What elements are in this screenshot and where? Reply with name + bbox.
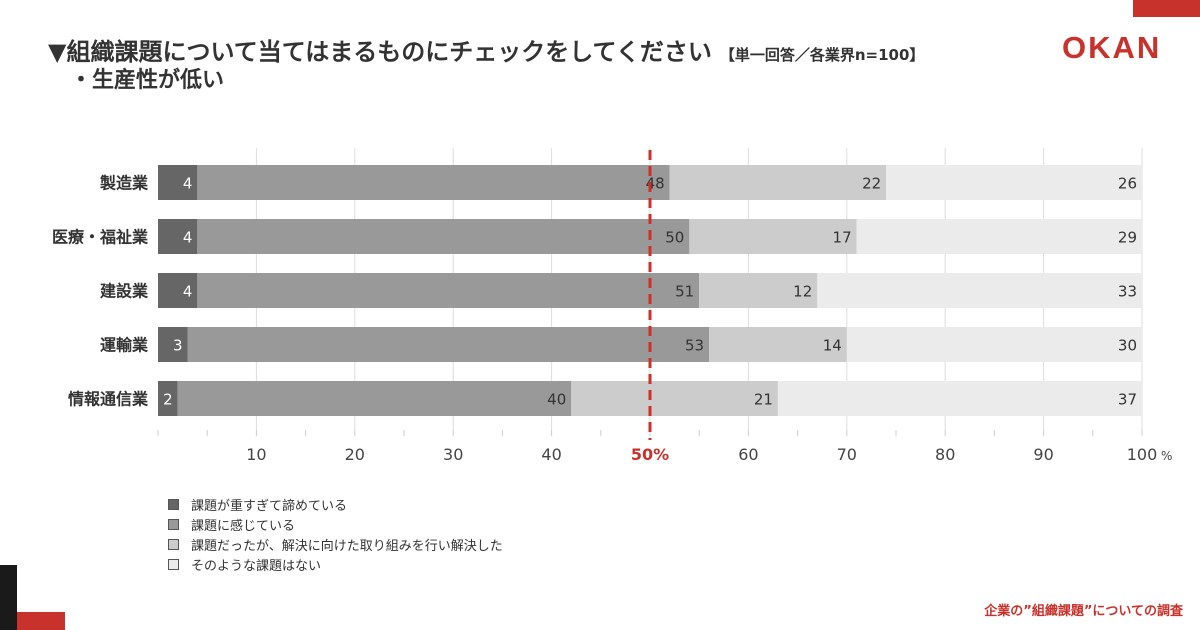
data-label: 12 xyxy=(793,283,812,301)
bar-segment xyxy=(669,165,887,200)
data-label: 4 xyxy=(183,229,193,247)
bar-segment xyxy=(886,165,1142,200)
x-tick-label: 30 xyxy=(443,445,463,464)
bar-segment xyxy=(187,327,710,362)
bar-segment xyxy=(571,381,778,416)
bar-segment xyxy=(856,219,1142,254)
data-label: 29 xyxy=(1118,229,1137,247)
bar-segment xyxy=(158,165,198,200)
bar-segment xyxy=(197,219,690,254)
bar-segment xyxy=(158,381,178,416)
x-tick-label: 70 xyxy=(837,445,857,464)
data-label: 33 xyxy=(1118,283,1137,301)
okan-logo: OKAN xyxy=(1062,30,1162,65)
chart-title-text: ▼組織課題について当てはまるものにチェックをしてください xyxy=(48,38,712,66)
data-label: 30 xyxy=(1118,337,1137,355)
bar-segment xyxy=(158,219,198,254)
data-label: 26 xyxy=(1118,175,1137,193)
bar-segment xyxy=(158,327,188,362)
data-label: 22 xyxy=(862,175,881,193)
data-label: 2 xyxy=(163,391,173,409)
legend-item-4: そのような課題はない xyxy=(168,554,503,574)
legend-item-1: 課題が重すぎて諦めている xyxy=(168,494,503,514)
chart-subtitle: ・生産性が低い xyxy=(70,68,225,93)
legend-swatch-3 xyxy=(168,538,179,550)
legend-item-2: 課題に感じている xyxy=(168,514,503,534)
data-label: 17 xyxy=(833,229,852,247)
category-label: 建設業 xyxy=(100,282,149,301)
data-label: 40 xyxy=(547,391,566,409)
data-label: 4 xyxy=(183,283,193,301)
x-tick-label: 90 xyxy=(1033,445,1053,464)
chart-legend: 課題が重すぎて諦めている 課題に感じている 課題だったが、解決に向けた取り組みを… xyxy=(168,494,503,574)
bar-segment xyxy=(777,381,1142,416)
data-label: 4 xyxy=(183,175,193,193)
legend-label-2: 課題に感じている xyxy=(191,518,296,534)
category-label: 情報通信業 xyxy=(68,390,149,409)
corner-accent-bottom-left-dark xyxy=(0,565,17,630)
bar-segment xyxy=(709,327,847,362)
data-label: 3 xyxy=(173,337,183,355)
x-tick-label: 10 xyxy=(246,445,266,464)
chart-title: ▼組織課題について当てはまるものにチェックをしてください 【単一回答／各業界n=1… xyxy=(48,32,924,67)
legend-swatch-2 xyxy=(168,518,179,530)
bar-segment xyxy=(817,273,1142,308)
x-tick-label: 80 xyxy=(935,445,955,464)
x-tick-label: 20 xyxy=(345,445,365,464)
category-label: 医療・福祉業 xyxy=(52,228,149,247)
bar-segment xyxy=(846,327,1142,362)
x-tick-label: 60 xyxy=(738,445,758,464)
data-label: 48 xyxy=(646,175,665,193)
x-tick-label: 40 xyxy=(541,445,561,464)
x-tick-label: 100 xyxy=(1127,445,1158,464)
corner-accent-top-right xyxy=(1133,0,1200,17)
bar-segment xyxy=(177,381,572,416)
data-label: 14 xyxy=(823,337,842,355)
bar-segment xyxy=(197,273,700,308)
bar-segment xyxy=(158,273,198,308)
bar-segment xyxy=(689,219,857,254)
data-label: 51 xyxy=(675,283,694,301)
legend-label-1: 課題が重すぎて諦めている xyxy=(191,498,348,514)
data-label: 50 xyxy=(665,229,684,247)
x-tick-label: 50% xyxy=(631,445,669,464)
category-label: 製造業 xyxy=(99,174,149,193)
survey-footer: 企業の”組織課題”についての調査 xyxy=(984,604,1183,619)
legend-label-4: そのような課題はない xyxy=(191,558,322,574)
data-label: 53 xyxy=(685,337,704,355)
bar-segment xyxy=(197,165,670,200)
legend-label-3: 課題だったが、解決に向けた取り組みを行い解決した xyxy=(191,538,503,554)
legend-swatch-4 xyxy=(168,558,179,570)
sample-note: 【単一回答／各業界n=100】 xyxy=(719,46,925,64)
legend-item-3: 課題だったが、解決に向けた取り組みを行い解決した xyxy=(168,534,503,554)
x-axis-unit: % xyxy=(1161,449,1172,463)
data-label: 21 xyxy=(754,391,773,409)
category-label: 運輸業 xyxy=(100,336,149,355)
legend-swatch-1 xyxy=(168,498,179,510)
data-label: 37 xyxy=(1118,391,1137,409)
corner-accent-bottom-left-red xyxy=(17,612,65,630)
bar-segment xyxy=(699,273,818,308)
